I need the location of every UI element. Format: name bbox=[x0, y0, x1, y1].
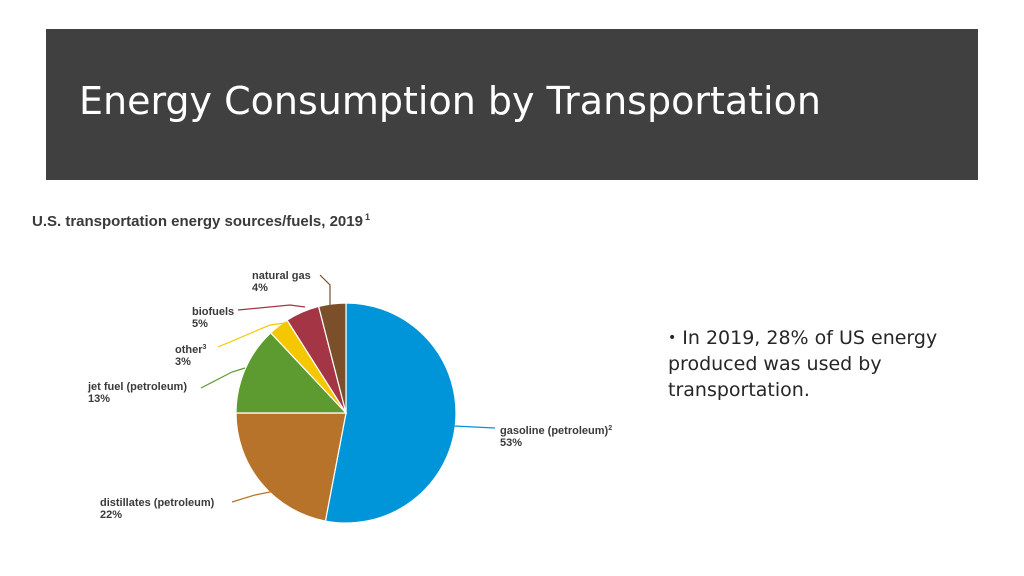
slice-label-footnote: 2 bbox=[608, 425, 612, 432]
slice-label: natural gas bbox=[252, 270, 311, 282]
slice-value-label: 53% bbox=[500, 437, 522, 449]
slice-label-footnote: 3 bbox=[203, 344, 207, 351]
slice-value-label: 4% bbox=[252, 282, 268, 294]
bullet-icon: • bbox=[668, 330, 677, 346]
leader-line bbox=[200, 367, 246, 389]
slice-value-label: 3% bbox=[175, 356, 191, 368]
pie-slice-distillates-petroleum bbox=[235, 412, 347, 522]
slice-label: distillates (petroleum) bbox=[100, 497, 215, 509]
pie-slice-natural-gas bbox=[317, 302, 347, 414]
slice-label: biofuels bbox=[192, 306, 234, 318]
chart-title: U.S. transportation energy sources/fuels… bbox=[32, 212, 370, 230]
bullet-text: In 2019, 28% of US energy produced was u… bbox=[668, 327, 938, 401]
slice-label: gasoline (petroleum)2 bbox=[500, 425, 612, 437]
slice-value-label: 5% bbox=[192, 318, 208, 330]
slide-title: Energy Consumption by Transportation bbox=[79, 79, 821, 123]
title-bar: Energy Consumption by Transportation bbox=[46, 29, 978, 180]
chart-title-text: U.S. transportation energy sources/fuels… bbox=[32, 213, 363, 230]
leader-line bbox=[319, 274, 331, 305]
slice-value-label: 22% bbox=[100, 509, 122, 521]
slice-label: other3 bbox=[175, 344, 207, 356]
leader-line bbox=[217, 322, 286, 348]
leader-line bbox=[453, 425, 496, 429]
pie-slice-jet-fuel-petroleum bbox=[235, 331, 348, 414]
slice-value-label: 13% bbox=[88, 393, 110, 405]
bullet-point: • In 2019, 28% of US energy produced was … bbox=[668, 325, 968, 403]
chart-title-footnote: 1 bbox=[364, 212, 370, 222]
slice-label: jet fuel (petroleum) bbox=[87, 381, 187, 393]
leader-line bbox=[231, 487, 291, 503]
leader-line bbox=[237, 304, 306, 311]
pie-slice-gasoline-petroleum bbox=[324, 302, 457, 524]
